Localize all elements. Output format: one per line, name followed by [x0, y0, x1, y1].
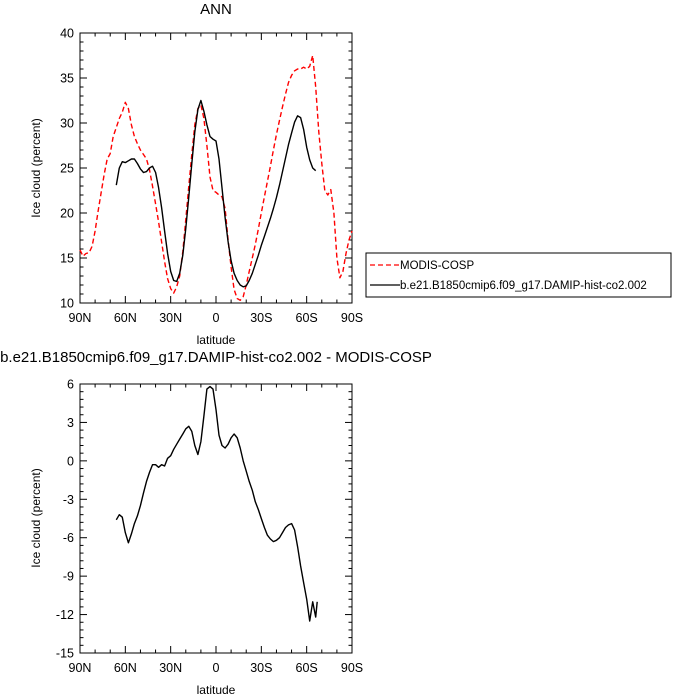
- x-tick-label: 90S: [341, 661, 363, 675]
- panel-difference: b.e21.B1850cmip6.f09_g17.DAMIP-hist-co2.…: [0, 349, 432, 697]
- y-tick-label: 20: [60, 207, 74, 221]
- chart-title: ANN: [200, 1, 232, 18]
- x-axis-tick-labels: 90N 60N 30N 0 30S 60S 90S: [69, 311, 364, 325]
- axis-ticks: [79, 32, 353, 304]
- y-tick-label: 3: [67, 416, 74, 430]
- x-tick-label: 30S: [250, 311, 272, 325]
- plot-lines: [115, 385, 318, 622]
- x-tick-label: 60S: [296, 661, 318, 675]
- x-axis-label: latitude: [197, 683, 236, 697]
- y-tick-label: 6: [67, 378, 74, 392]
- y-tick-label: -3: [63, 493, 74, 507]
- legend-label-modis: MODIS-COSP: [400, 260, 474, 272]
- y-axis-tick-labels: 10 15 20 25 30 35 40: [60, 27, 74, 311]
- y-tick-label: 25: [60, 162, 74, 176]
- legend: MODIS-COSP b.e21.B1850cmip6.f09_g17.DAMI…: [365, 252, 672, 298]
- chart-title: b.e21.B1850cmip6.f09_g17.DAMIP-hist-co2.…: [0, 349, 432, 366]
- x-tick-label: 90S: [341, 311, 363, 325]
- y-tick-label: -15: [56, 647, 74, 661]
- x-axis-tick-labels: 90N 60N 30N 0 30S 60S 90S: [69, 661, 364, 675]
- y-tick-label: -12: [56, 608, 74, 622]
- y-tick-label: 0: [67, 454, 74, 468]
- x-tick-label: 30N: [159, 661, 182, 675]
- series-line-model: [115, 99, 317, 288]
- x-tick-label: 0: [213, 661, 220, 675]
- plot-lines: [79, 54, 353, 301]
- y-tick-label: 10: [60, 297, 74, 311]
- y-tick-label: 30: [60, 117, 74, 131]
- y-tick-label: -6: [63, 531, 74, 545]
- series-line-modis: [79, 54, 353, 301]
- x-tick-label: 90N: [69, 661, 92, 675]
- y-axis-tick-labels: -15 -12 -9 -6 -3 0 3 6: [56, 378, 74, 661]
- y-tick-label: 15: [60, 252, 74, 266]
- legend-label-model: b.e21.B1850cmip6.f09_g17.DAMIP-hist-co2.…: [400, 280, 647, 292]
- y-axis-label: Ice cloud (percent): [29, 468, 43, 567]
- y-axis-label: Ice cloud (percent): [29, 118, 43, 217]
- panel-ann: ANN 10 15 20 25 30 35 40 90N 60N 30N 0 30S 60S 90S l…: [29, 1, 363, 347]
- axis-ticks: [79, 383, 353, 654]
- legend-box: [365, 252, 672, 298]
- x-tick-label: 90N: [69, 311, 92, 325]
- x-tick-label: 30S: [250, 661, 272, 675]
- y-tick-label: -9: [63, 570, 74, 584]
- series-line-model: [115, 385, 318, 622]
- x-tick-label: 60N: [114, 311, 137, 325]
- plot-frame: [79, 32, 353, 304]
- x-axis-label: latitude: [197, 333, 236, 347]
- y-tick-label: 40: [60, 27, 74, 41]
- x-tick-label: 60N: [114, 661, 137, 675]
- x-tick-label: 30N: [159, 311, 182, 325]
- x-tick-label: 0: [213, 311, 220, 325]
- y-tick-label: 35: [60, 72, 74, 86]
- x-tick-label: 60S: [296, 311, 318, 325]
